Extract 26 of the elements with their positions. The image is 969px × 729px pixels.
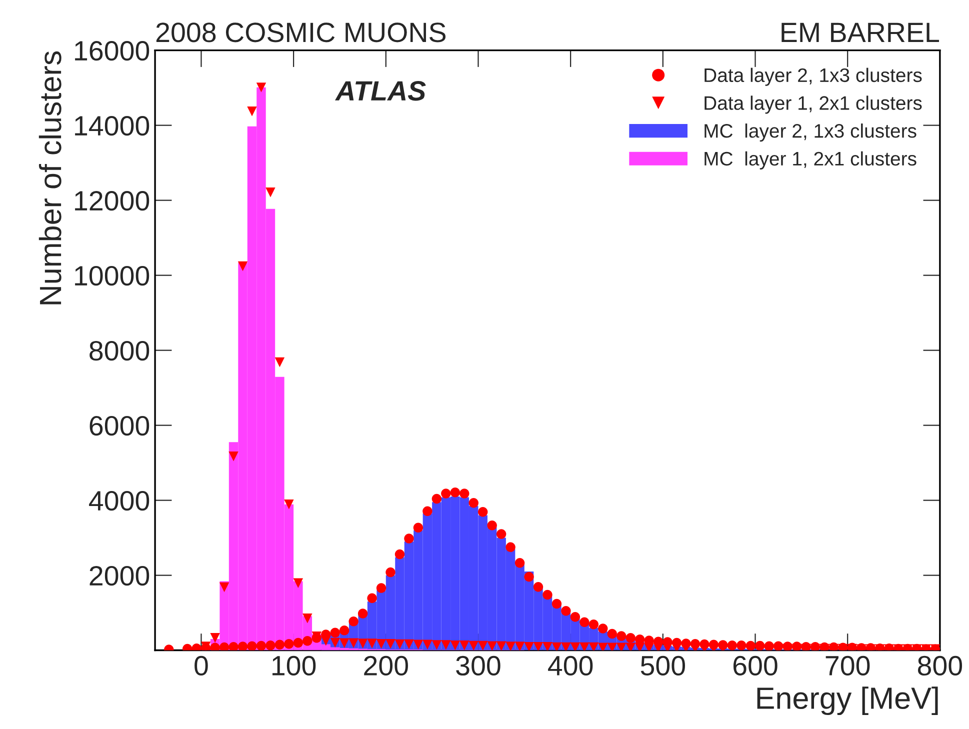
y-tick-label: 6000 [90, 416, 150, 436]
x-tick-label: 100 [272, 656, 316, 676]
x-tick-label: 500 [640, 656, 685, 676]
annotation: ATLAS [334, 81, 426, 101]
x-tick-label: 300 [456, 656, 500, 676]
x-tick-label: 800 [918, 656, 962, 676]
legend-label: Data layer 1, 2x1 clusters [704, 96, 922, 114]
x-tick-label: 0 [194, 656, 208, 676]
y-tick-label: 2000 [90, 566, 150, 586]
y-tick-label: 4000 [89, 490, 150, 511]
x-tick-label: 700 [826, 656, 870, 676]
y-axis-title: Number of clusters [38, 51, 62, 304]
y-tick-label: 16000 [75, 40, 150, 61]
x-tick-label: 200 [364, 656, 408, 676]
x-tick-label: 400 [548, 656, 593, 676]
legend-label: MC layer 1, 2x1 clusters [704, 151, 916, 170]
y-tick-label: 12000 [75, 190, 150, 211]
chart-title: 2008 COSMIC MUONS [156, 22, 446, 42]
x-axis-title: Energy [MeV] [757, 686, 938, 716]
y-tick-label: 10000 [75, 266, 150, 286]
y-tick-label: 14000 [75, 116, 150, 136]
chart-subtitle: EM BARREL [782, 22, 940, 42]
legend-label: MC layer 2, 1x3 clusters [704, 123, 916, 142]
legend-label: Data layer 2, 1x3 clusters [704, 68, 922, 86]
x-tick-label: 600 [733, 656, 778, 676]
y-tick-label: 8000 [90, 340, 150, 361]
